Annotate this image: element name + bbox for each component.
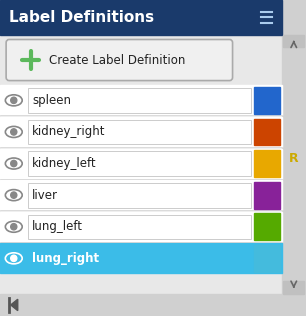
Bar [0, 180, 282, 210]
Bar [28, 120, 251, 144]
Circle shape [11, 224, 17, 230]
Text: kidney_left: kidney_left [32, 157, 97, 170]
Circle shape [11, 97, 17, 104]
Bar [28, 151, 251, 176]
Circle shape [11, 161, 17, 167]
Bar [283, 281, 304, 294]
Bar [0, 243, 282, 273]
Polygon shape [11, 299, 18, 311]
Circle shape [11, 129, 17, 135]
Circle shape [11, 192, 17, 198]
Bar [28, 88, 251, 113]
Bar [254, 245, 280, 272]
Bar [28, 215, 251, 239]
Circle shape [11, 255, 17, 262]
Text: Create Label Definition: Create Label Definition [49, 53, 185, 67]
Bar [28, 183, 251, 208]
Bar [0, 294, 306, 316]
Bar [254, 118, 280, 145]
Bar [283, 35, 304, 47]
Bar [0, 85, 282, 115]
Text: lung_left: lung_left [32, 220, 83, 233]
Bar [0, 212, 282, 242]
Text: R: R [289, 151, 299, 165]
Text: Label Definitions: Label Definitions [9, 10, 154, 25]
Bar [0, 149, 282, 179]
Text: liver: liver [32, 189, 58, 202]
Bar [0, 117, 282, 147]
Text: kidney_right: kidney_right [32, 125, 106, 138]
Bar [254, 87, 280, 114]
Bar [282, 0, 306, 316]
Bar [254, 150, 280, 177]
FancyBboxPatch shape [6, 40, 233, 81]
Text: lung_right: lung_right [32, 252, 99, 265]
Bar [254, 213, 280, 240]
Text: spleen: spleen [32, 94, 71, 107]
Bar [0, 0, 282, 35]
Bar [254, 182, 280, 209]
